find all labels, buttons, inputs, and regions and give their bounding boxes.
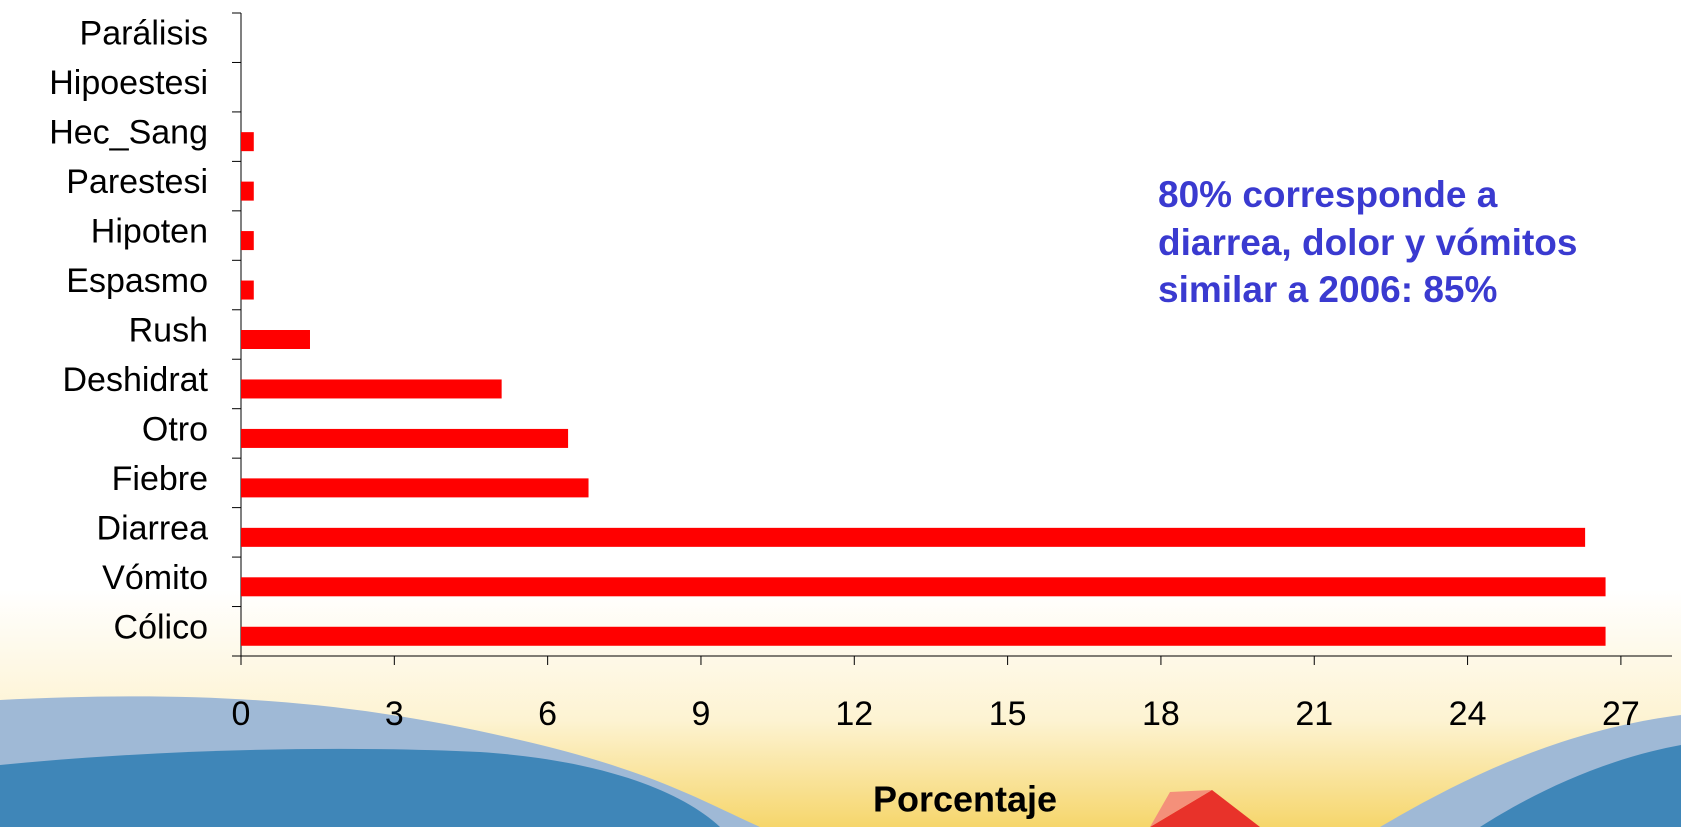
x-tick-label: 0 (232, 695, 251, 733)
bar (241, 231, 254, 251)
y-tick-label: Parestesi (66, 163, 208, 201)
y-tick-label: Vómito (102, 559, 208, 597)
annotation: 80% corresponde a (1158, 174, 1498, 215)
y-tick-label: Espasmo (66, 262, 208, 300)
annotation: diarrea, dolor y vómitos (1158, 222, 1577, 263)
y-tick-label: Parálisis (80, 15, 208, 53)
x-tick-label: 3 (385, 695, 404, 733)
bar (241, 626, 1606, 646)
bar (241, 280, 254, 300)
y-tick-label: Hec_Sang (49, 114, 208, 152)
bar (241, 577, 1606, 597)
x-axis-label: Porcentaje (873, 779, 1057, 820)
bar (241, 132, 254, 152)
bar (241, 527, 1586, 547)
x-tick-label: 24 (1449, 695, 1487, 733)
x-tick-label: 21 (1295, 695, 1333, 733)
x-tick-label: 15 (989, 695, 1027, 733)
y-tick-label: Fiebre (112, 460, 208, 498)
y-tick-label: Hipoestesi (49, 64, 208, 102)
y-tick-label: Rush (129, 311, 208, 349)
y-tick-label: Diarrea (97, 509, 209, 547)
bar (241, 379, 502, 399)
y-tick-label: Deshidrat (62, 361, 208, 399)
y-tick-label: Cólico (114, 608, 208, 646)
x-tick-label: 9 (692, 695, 711, 733)
x-tick-label: 12 (835, 695, 873, 733)
x-tick-label: 18 (1142, 695, 1180, 733)
y-tick-label: Otro (142, 410, 208, 448)
bar (241, 181, 254, 201)
annotation: similar a 2006: 85% (1158, 269, 1497, 310)
y-tick-label: Hipoten (91, 213, 208, 251)
bar (241, 428, 569, 448)
bar (241, 330, 310, 349)
x-tick-label: 6 (538, 695, 557, 733)
bar (241, 478, 589, 498)
x-tick-label: 27 (1602, 695, 1640, 733)
